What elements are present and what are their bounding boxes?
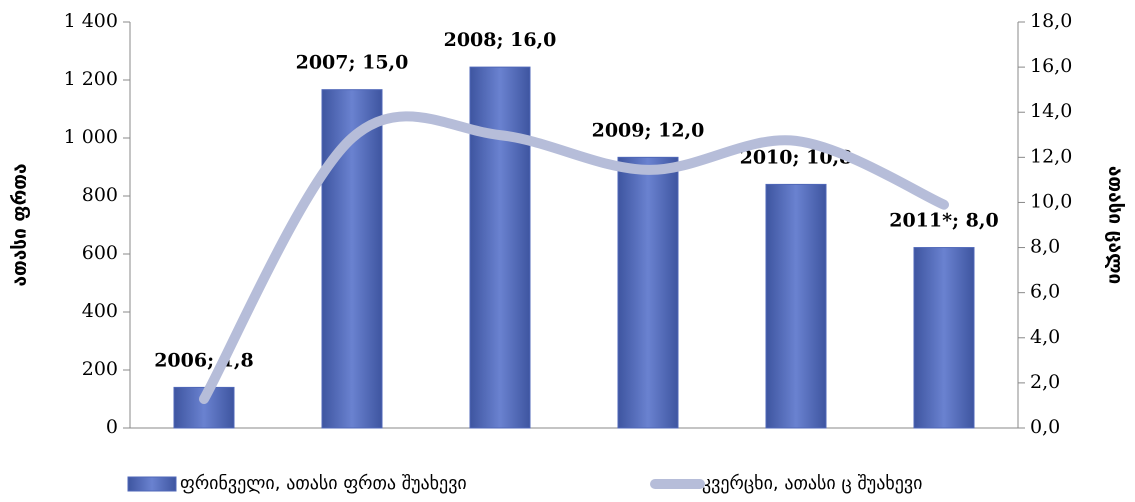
legend-swatch [127,476,177,492]
y2-tick-label: 8,0 [1030,236,1060,258]
line [199,111,949,404]
bar [469,66,531,429]
bar [913,247,975,429]
y-tick-label: 400 [82,300,118,322]
y2-tick-label: 16,0 [1030,55,1072,77]
y-tick-label: 1 200 [64,68,118,90]
y-tick-label: 1 400 [64,10,118,32]
legend-label: ფრინველი, ათასი ფრთა შუახევი [180,473,467,494]
y2-tick-label: 0,0 [1030,416,1060,438]
bar [173,386,235,429]
y-tick-label: 0 [106,416,118,438]
bar [321,89,383,429]
bar [617,156,679,429]
y2-tick-label: 4,0 [1030,326,1060,348]
y2-tick-label: 10,0 [1030,190,1072,212]
data-label: 2006; 1,8 [154,349,254,371]
y-tick-label: 600 [82,242,118,264]
y-axis-title: ათასი ფრთა [9,164,31,287]
data-label: 2009; 12,0 [592,119,705,141]
y2-tick-label: 14,0 [1030,100,1072,122]
data-label: 2008; 16,0 [444,29,557,51]
bar [765,183,827,429]
y-tick-label: 1 000 [64,126,118,148]
y2-tick-label: 6,0 [1030,281,1060,303]
y2-tick-label: 12,0 [1030,145,1072,167]
y2-tick-label: 18,0 [1030,10,1072,32]
y2-axis-title: ათასი ცალი [1105,166,1127,284]
y-tick-label: 800 [82,184,118,206]
legend-label: კვერცხი, ათასი ც შუახევი [702,473,922,494]
y2-tick-label: 2,0 [1030,371,1060,393]
y-tick-label: 200 [82,358,118,380]
data-label: 2007; 15,0 [296,52,409,74]
data-label: 2011*; 8,0 [889,210,999,232]
